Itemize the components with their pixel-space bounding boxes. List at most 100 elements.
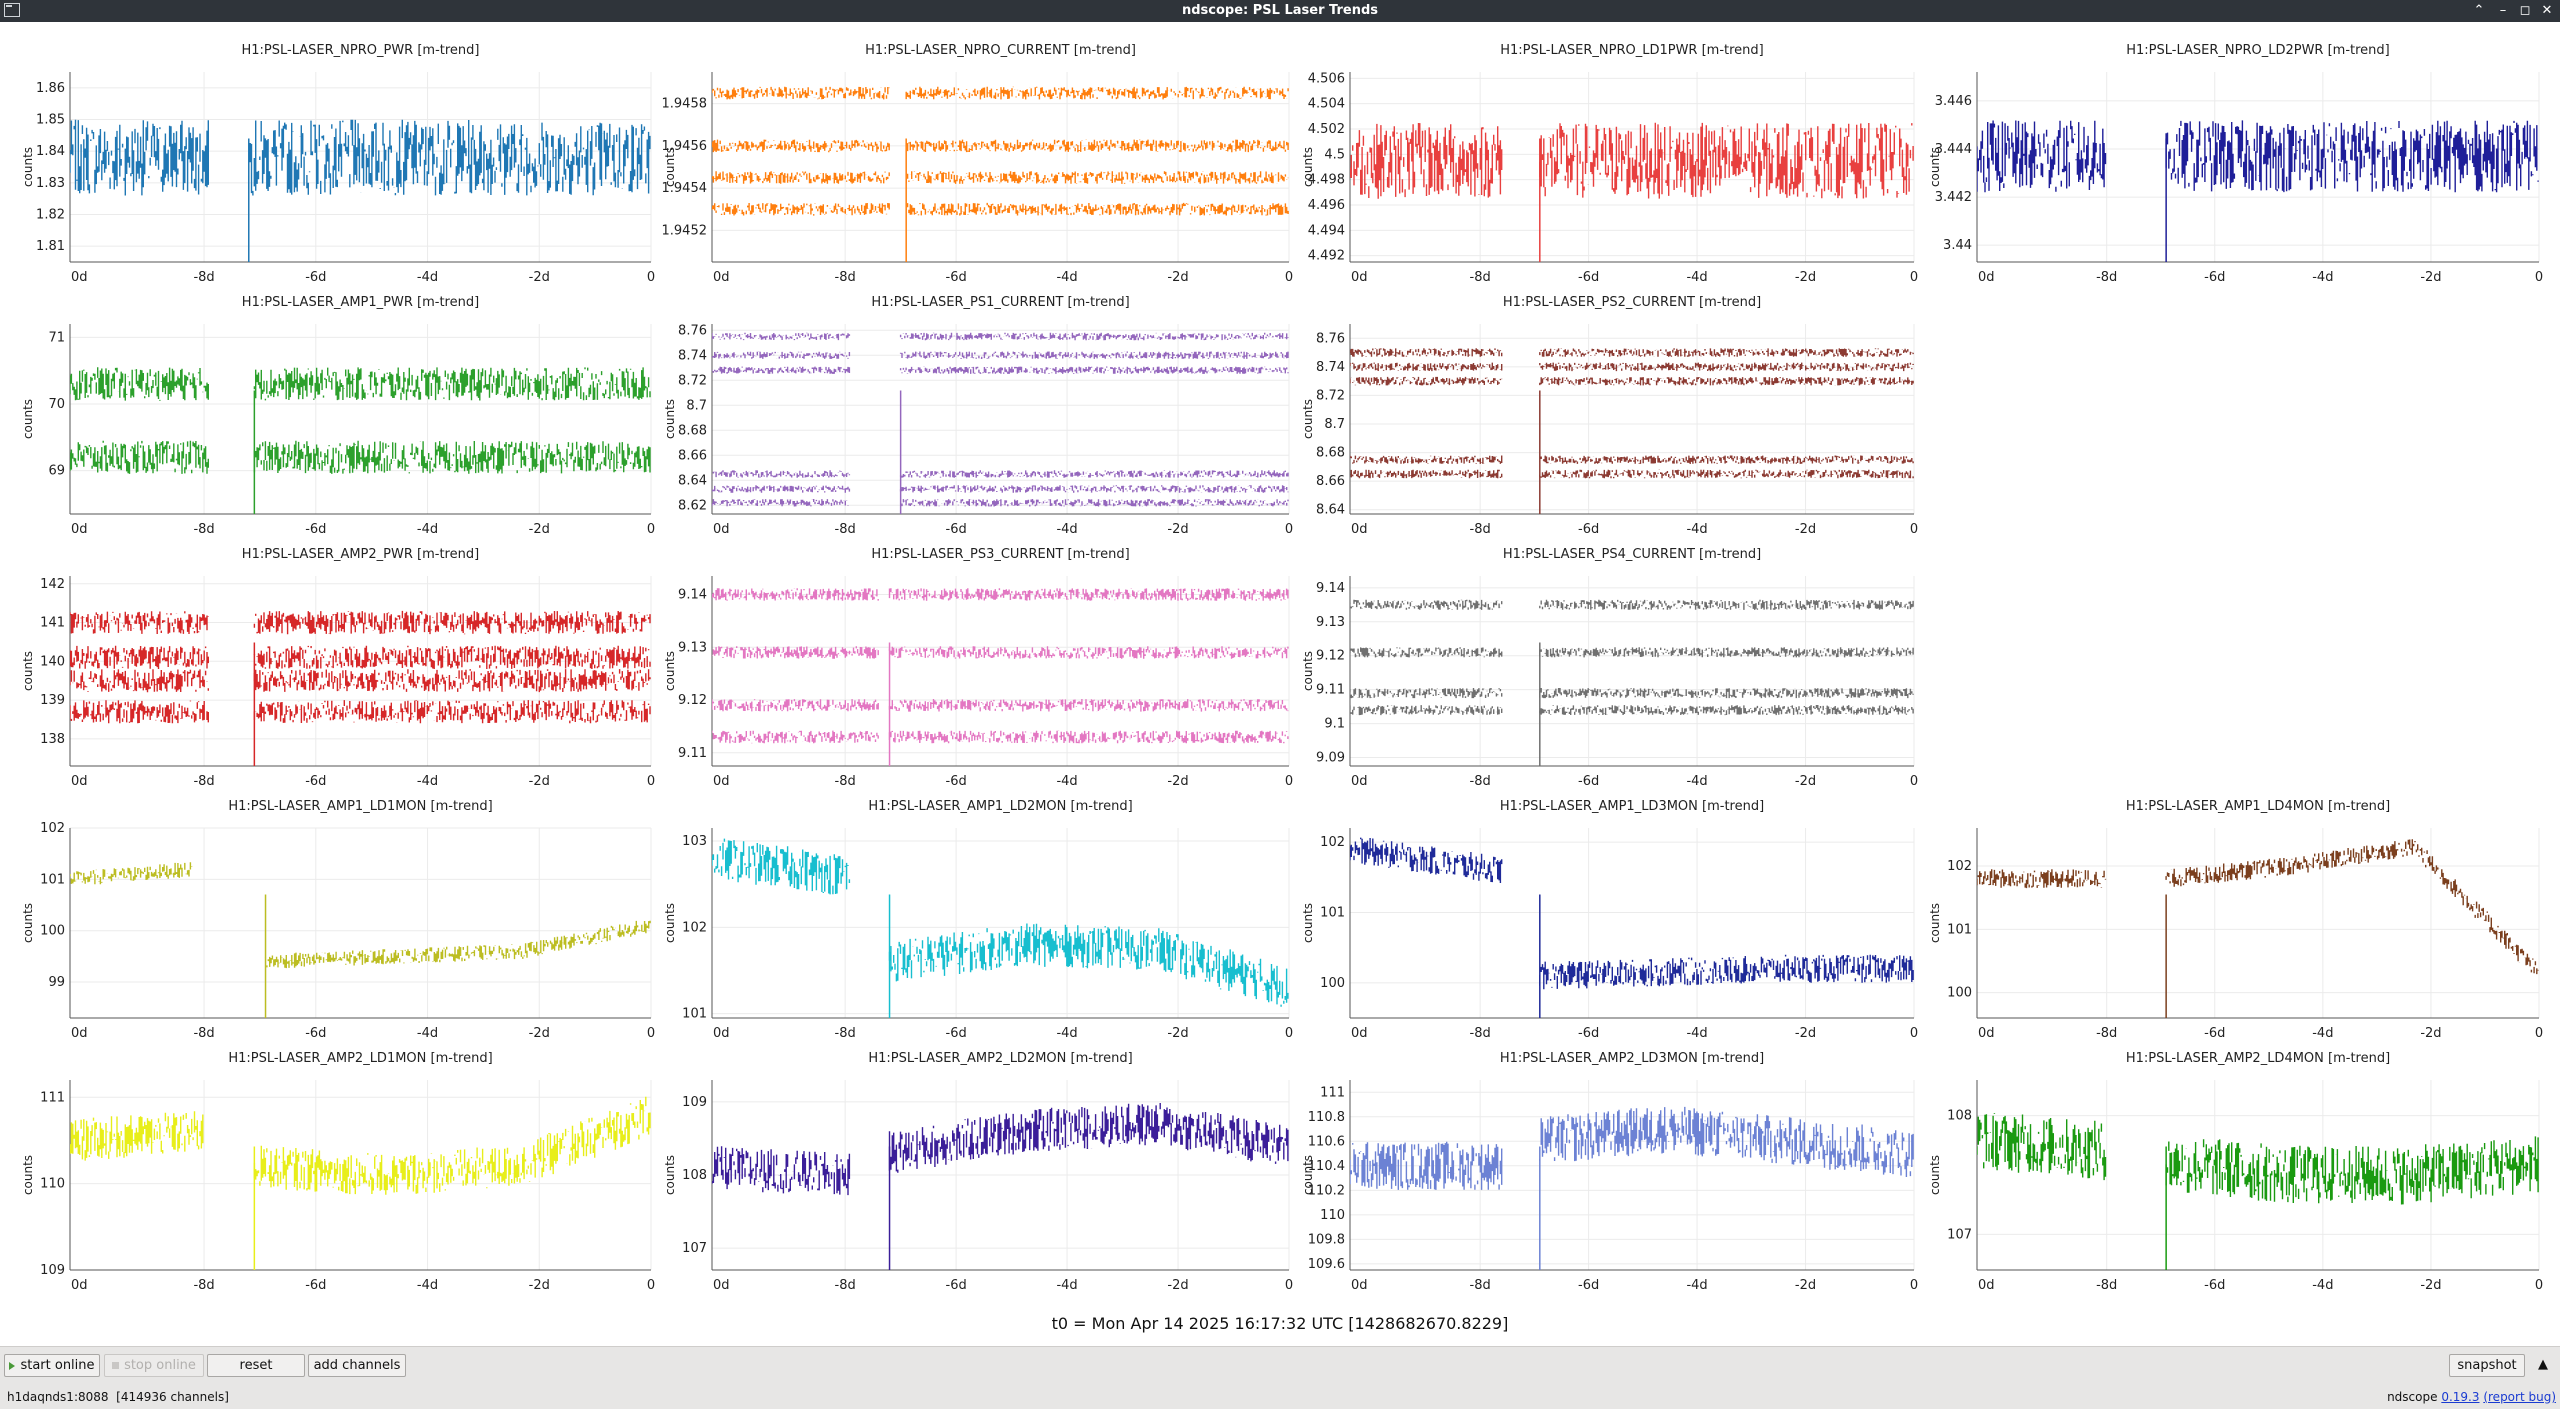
plot-16[interactable]: H1:PSL-LASER_AMP2_LD1MON [m-trend] counts… bbox=[21, 1051, 655, 1293]
add-channels-button[interactable]: add channels bbox=[308, 1354, 406, 1377]
minimize-icon[interactable]: – bbox=[2499, 3, 2507, 18]
y-tick-label: 8.66 bbox=[1316, 474, 1345, 489]
trend-trace bbox=[1350, 469, 1503, 479]
x-tick-label: -4d bbox=[1686, 774, 1707, 789]
x-tick-label: -2d bbox=[2420, 1278, 2441, 1293]
y-tick-label: 138 bbox=[40, 732, 65, 747]
x-tick-label: -2d bbox=[529, 1026, 550, 1041]
x-tick-label: 0 bbox=[1910, 1278, 1918, 1293]
trend-trace bbox=[712, 730, 879, 744]
plot-9[interactable]: H1:PSL-LASER_PS3_CURRENT [m-trend] counts… bbox=[663, 547, 1293, 789]
y-tick-label: 70 bbox=[48, 397, 65, 412]
x-tick-label: 0d bbox=[1978, 270, 1995, 285]
plot-18[interactable]: H1:PSL-LASER_AMP2_LD3MON [m-trend] counts… bbox=[1301, 1051, 1918, 1293]
y-tick-label: 8.72 bbox=[1316, 388, 1345, 403]
plot-5[interactable]: H1:PSL-LASER_PS1_CURRENT [m-trend] counts… bbox=[663, 295, 1293, 537]
plot-19[interactable]: H1:PSL-LASER_AMP2_LD4MON [m-trend] counts… bbox=[1928, 1051, 2543, 1293]
plot-grid[interactable]: H1:PSL-LASER_NPRO_PWR [m-trend]counts1.8… bbox=[0, 22, 2560, 1312]
y-tick-label: 102 bbox=[682, 920, 707, 935]
x-tick-label: 0d bbox=[1351, 270, 1368, 285]
maximize-icon[interactable]: ◻ bbox=[2519, 3, 2531, 18]
x-tick-label: -2d bbox=[529, 774, 550, 789]
plot-title: H1:PSL-LASER_AMP1_PWR [m-trend] bbox=[242, 295, 479, 310]
x-tick-label: 0 bbox=[2535, 270, 2543, 285]
trend-trace bbox=[905, 86, 1289, 100]
y-tick-label: 107 bbox=[1947, 1227, 1972, 1242]
trend-trace bbox=[1350, 705, 1503, 716]
trend-trace bbox=[712, 332, 851, 341]
plot-4[interactable]: H1:PSL-LASER_AMP1_PWR [m-trend] counts 69 7… bbox=[21, 295, 655, 537]
trend-trace bbox=[1539, 954, 1914, 990]
trend-trace bbox=[888, 588, 1289, 601]
x-tick-label: -6d bbox=[2204, 1026, 2225, 1041]
chevron-up-icon[interactable]: ⌃ bbox=[2473, 3, 2485, 18]
y-tick-label: 9.12 bbox=[1316, 649, 1345, 664]
plot-title: H1:PSL-LASER_AMP1_LD4MON [m-trend] bbox=[2126, 799, 2390, 814]
y-tick-label: 9.13 bbox=[1316, 615, 1345, 630]
trend-trace bbox=[1539, 455, 1914, 464]
trend-trace bbox=[712, 499, 849, 507]
version-link[interactable]: 0.19.3 bbox=[2441, 1390, 2480, 1404]
plot-12[interactable]: H1:PSL-LASER_AMP1_LD1MON [m-trend] counts… bbox=[21, 799, 655, 1041]
version-info: ndscope 0.19.3 (report bug) bbox=[2387, 1390, 2556, 1404]
y-axis-label: counts bbox=[663, 903, 677, 943]
reset-button[interactable]: reset bbox=[207, 1354, 305, 1377]
x-tick-label: -2d bbox=[529, 270, 550, 285]
report-bug-link[interactable]: (report bug) bbox=[2483, 1390, 2556, 1404]
x-tick-label: -4d bbox=[1056, 774, 1077, 789]
trend-series bbox=[712, 1103, 1289, 1270]
plot-1[interactable]: H1:PSL-LASER_NPRO_CURRENT [m-trend] count… bbox=[662, 43, 1294, 285]
trend-trace bbox=[253, 669, 651, 693]
plot-title: H1:PSL-LASER_AMP2_LD1MON [m-trend] bbox=[228, 1051, 492, 1066]
x-tick-label: -4d bbox=[417, 1278, 438, 1293]
y-tick-label: 3.444 bbox=[1935, 142, 1972, 157]
stop-online-button[interactable]: stop online bbox=[104, 1354, 204, 1377]
snapshot-button[interactable]: snapshot bbox=[2449, 1354, 2525, 1377]
plot-17[interactable]: H1:PSL-LASER_AMP2_LD2MON [m-trend] counts… bbox=[663, 1051, 1293, 1293]
app-icon[interactable] bbox=[4, 3, 20, 17]
x-tick-label: -6d bbox=[946, 522, 967, 537]
trend-trace bbox=[905, 171, 1289, 184]
start-online-button[interactable]: start online bbox=[4, 1354, 100, 1377]
x-tick-label: 0d bbox=[71, 270, 88, 285]
x-tick-label: -8d bbox=[193, 1026, 214, 1041]
trend-series bbox=[1350, 122, 1914, 262]
x-tick-label: 0 bbox=[1285, 1026, 1293, 1041]
trend-trace bbox=[712, 86, 890, 100]
plot-14[interactable]: H1:PSL-LASER_AMP1_LD3MON [m-trend] counts… bbox=[1301, 799, 1918, 1041]
x-tick-label: 0d bbox=[71, 1278, 88, 1293]
plot-10[interactable]: H1:PSL-LASER_PS4_CURRENT [m-trend] counts… bbox=[1301, 547, 1918, 789]
close-icon[interactable]: ✕ bbox=[2541, 3, 2553, 18]
y-axis-label: counts bbox=[21, 1155, 35, 1195]
collapse-arrow-icon[interactable]: ▲ bbox=[2538, 1357, 2548, 1372]
y-tick-label: 103 bbox=[682, 834, 707, 849]
plot-8[interactable]: H1:PSL-LASER_AMP2_PWR [m-trend] counts 138… bbox=[21, 547, 655, 789]
plot-0[interactable]: H1:PSL-LASER_NPRO_PWR [m-trend]counts1.8… bbox=[21, 43, 655, 285]
y-tick-label: 9.11 bbox=[678, 746, 707, 761]
trend-trace bbox=[2165, 1136, 2539, 1205]
x-tick-label: -6d bbox=[1578, 774, 1599, 789]
x-tick-label: 0 bbox=[2535, 1026, 2543, 1041]
trend-trace bbox=[1350, 455, 1503, 464]
y-tick-label: 9.12 bbox=[678, 693, 707, 708]
x-tick-label: -6d bbox=[305, 1026, 326, 1041]
y-tick-label: 108 bbox=[682, 1168, 707, 1183]
y-tick-label: 100 bbox=[1947, 986, 1972, 1001]
x-tick-label: -2d bbox=[529, 1278, 550, 1293]
x-tick-label: -2d bbox=[1795, 1278, 1816, 1293]
x-tick-label: -6d bbox=[2204, 1278, 2225, 1293]
y-tick-label: 100 bbox=[1320, 976, 1345, 991]
trend-trace bbox=[905, 139, 1289, 153]
x-tick-label: 0 bbox=[1910, 774, 1918, 789]
stop-icon bbox=[112, 1362, 120, 1369]
plot-3[interactable]: H1:PSL-LASER_NPRO_LD2PWR [m-trend] counts… bbox=[1928, 43, 2543, 285]
plot-6[interactable]: H1:PSL-LASER_PS2_CURRENT [m-trend] counts… bbox=[1301, 295, 1918, 537]
y-tick-label: 102 bbox=[1947, 859, 1972, 874]
y-axis-label: counts bbox=[1301, 1155, 1315, 1195]
x-tick-label: -4d bbox=[1056, 1026, 1077, 1041]
plot-15[interactable]: H1:PSL-LASER_AMP1_LD4MON [m-trend] counts… bbox=[1928, 799, 2543, 1041]
trend-trace bbox=[1977, 1113, 2107, 1181]
plot-2[interactable]: H1:PSL-LASER_NPRO_LD1PWR [m-trend] counts… bbox=[1301, 43, 1918, 285]
plot-13[interactable]: H1:PSL-LASER_AMP1_LD2MON [m-trend] counts… bbox=[663, 799, 1293, 1041]
trend-trace bbox=[1539, 348, 1914, 357]
